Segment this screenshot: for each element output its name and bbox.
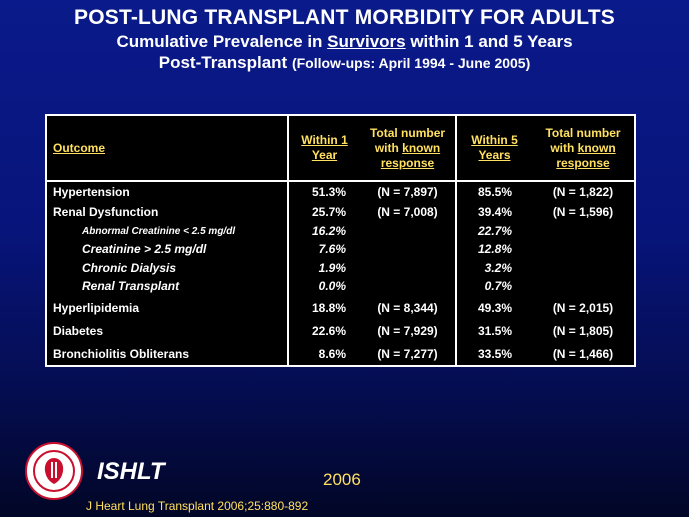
- header-within-5-years: Within 5 Years: [456, 116, 532, 182]
- row-n-5: (N = 1,466): [552, 346, 614, 361]
- header-outcome: Outcome: [47, 116, 289, 182]
- row-within-1: 22.6%: [311, 324, 346, 339]
- row-within-5: 3.2%: [484, 260, 512, 275]
- header-within-1-year: Within 1 Year: [288, 116, 360, 182]
- row-within-5: 85.5%: [477, 184, 512, 199]
- citation: J Heart Lung Transplant 2006;25:880-892: [86, 499, 309, 513]
- subtitle-pre: Cumulative Prevalence in: [116, 32, 328, 51]
- table-row: Diabetes 22.6% (N = 7,929) 31.5% (N = 1,…: [47, 319, 634, 343]
- row-outcome: Diabetes: [47, 319, 289, 343]
- ishlt-seal-icon: [25, 442, 83, 500]
- table-row: Abnormal Creatinine < 2.5 mg/dl 16.2% 22…: [47, 221, 634, 241]
- row-outcome: Bronchiolitis Obliterans: [47, 342, 289, 365]
- row-outcome: Hypertension: [47, 181, 289, 202]
- row-within-1: 8.6%: [318, 346, 346, 361]
- row-n-1: [360, 240, 457, 259]
- row-within-5: 22.7%: [477, 224, 512, 239]
- row-n-1: (N = 7,929): [360, 319, 457, 343]
- subtitle-line-1: Cumulative Prevalence in Survivors withi…: [0, 32, 689, 52]
- row-n-5: (N = 1,805): [552, 324, 614, 339]
- table-row: Chronic Dialysis 1.9% 3.2%: [47, 258, 634, 278]
- header-total-1: Total number with known response: [360, 116, 457, 182]
- row-n-5: [532, 240, 634, 258]
- row-within-5: 49.3%: [477, 300, 512, 315]
- row-within-5: 12.8%: [477, 242, 512, 257]
- row-within-5: 39.4%: [477, 204, 512, 219]
- header-total-5: Total number with known response: [532, 116, 634, 182]
- row-n-5: [532, 277, 634, 295]
- subtitle-main: Post-Transplant: [158, 53, 292, 72]
- row-within-1: 16.2%: [311, 224, 346, 239]
- row-within-1: 25.7%: [311, 204, 346, 219]
- row-n-5: [532, 259, 634, 277]
- row-n-5: (N = 1,596): [552, 204, 614, 219]
- table-row: Renal Dysfunction 25.7% (N = 7,008) 39.4…: [47, 201, 634, 222]
- row-n-5: [532, 222, 634, 240]
- table-header-row: Outcome Within 1 Year Total number with kn…: [47, 116, 634, 182]
- row-n-5: (N = 1,822): [552, 184, 614, 199]
- row-outcome: Renal Transplant: [47, 277, 289, 296]
- row-n-1: [360, 258, 457, 278]
- row-outcome: Abnormal Creatinine < 2.5 mg/dl: [47, 221, 289, 241]
- row-n-1: (N = 7,008): [360, 201, 457, 222]
- row-outcome: Creatinine > 2.5 mg/dl: [47, 240, 289, 259]
- row-within-5: 31.5%: [477, 324, 512, 339]
- row-n-5: (N = 2,015): [552, 300, 614, 315]
- year-label: 2006: [323, 470, 361, 489]
- seal-emblem: [44, 458, 64, 484]
- row-n-1: [360, 221, 457, 241]
- table-row: Renal Transplant 0.0% 0.7%: [47, 277, 634, 296]
- row-within-5: 0.7%: [484, 279, 512, 294]
- row-n-1: (N = 7,277): [360, 342, 457, 365]
- morbidity-table: Outcome Within 1 Year Total number with kn…: [45, 114, 636, 367]
- row-outcome: Chronic Dialysis: [47, 258, 289, 278]
- row-within-1: 18.8%: [311, 300, 346, 315]
- row-n-1: [360, 277, 457, 296]
- seal-ring: [33, 450, 75, 492]
- row-within-1: 7.6%: [318, 242, 346, 257]
- row-within-5: 33.5%: [477, 346, 512, 361]
- row-within-1: 51.3%: [311, 184, 346, 199]
- page-title: POST-LUNG TRANSPLANT MORBIDITY FOR ADULT…: [74, 6, 615, 29]
- subtitle-underlined: Survivors: [327, 32, 406, 51]
- table-row: Hypertension 51.3% (N = 7,897) 85.5% (N …: [47, 181, 634, 202]
- row-n-1: (N = 8,344): [360, 295, 457, 320]
- table-row: Creatinine > 2.5 mg/dl 7.6% 12.8%: [47, 240, 634, 259]
- subtitle-post: within 1 and 5 Years: [405, 32, 573, 51]
- org-name: ISHLT: [97, 458, 165, 485]
- row-outcome: Hyperlipidemia: [47, 295, 289, 320]
- subtitle-line-2: Post-Transplant (Follow-ups: April 1994 …: [0, 53, 689, 73]
- table-row: Hyperlipidemia 18.8% (N = 8,344) 49.3% (…: [47, 295, 634, 320]
- subtitle-followup: (Follow-ups: April 1994 - June 2005): [291, 55, 531, 71]
- row-within-1: 0.0%: [318, 279, 346, 294]
- row-outcome: Renal Dysfunction: [47, 201, 289, 222]
- row-within-1: 1.9%: [318, 260, 346, 275]
- table-row: Bronchiolitis Obliterans 8.6% (N = 7,277…: [47, 342, 634, 365]
- row-n-1: (N = 7,897): [360, 181, 457, 202]
